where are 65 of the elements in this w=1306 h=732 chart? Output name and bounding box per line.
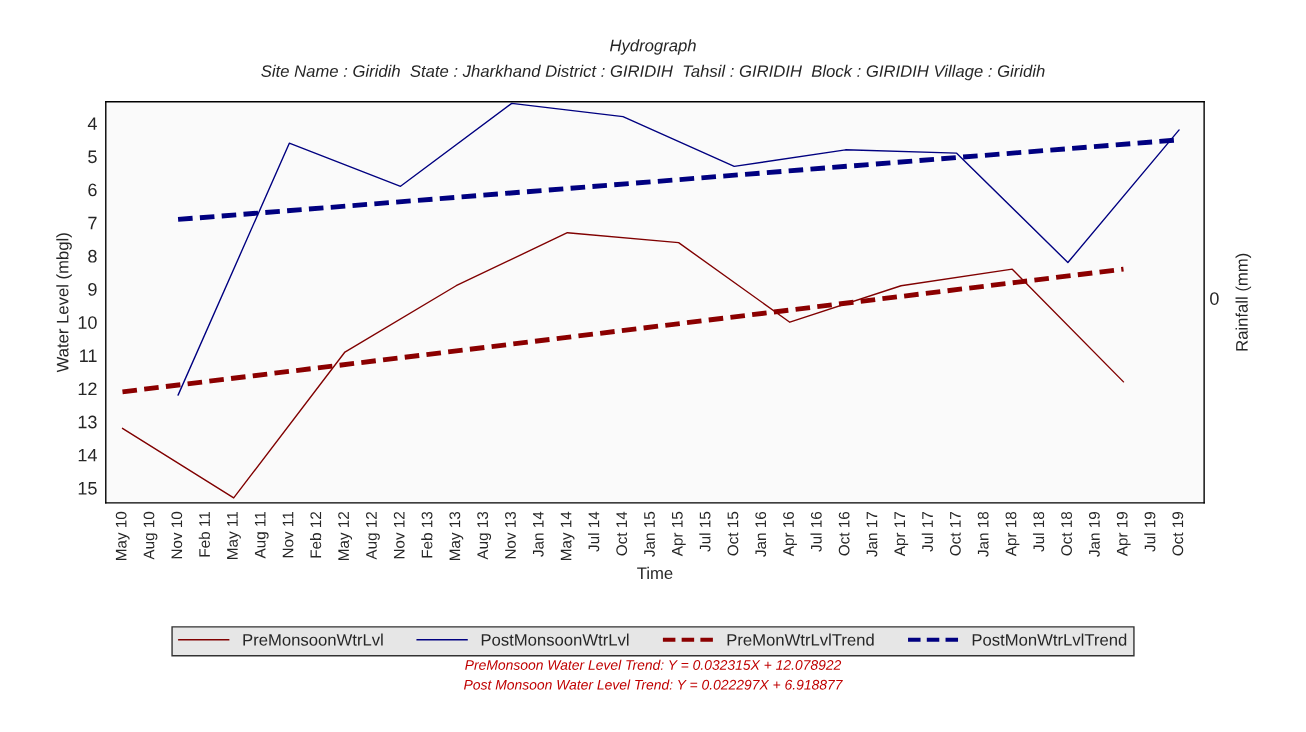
x-tick-label: Aug 10	[143, 511, 158, 560]
x-tick-label: May 12	[338, 511, 353, 561]
y-tick-label: 6	[88, 183, 97, 197]
y-tick-label: 12	[78, 382, 97, 396]
x-tick-label: Jan 14	[533, 511, 544, 557]
y-tick-label: 11	[80, 349, 97, 362]
y-tick-label: 14	[78, 448, 97, 462]
x-tick-label: Jul 19	[1144, 511, 1156, 552]
x-tick-label: May 11	[227, 511, 241, 559]
x-tick-label: May 13	[449, 511, 464, 561]
chart-title: Hydrograph	[609, 39, 696, 55]
text: Post Monsoon Water Level Trend: Y = 0.022297X + 6.918877	[463, 679, 843, 690]
y-tick-label: 13	[78, 415, 97, 429]
x-tick-label: Oct 16	[838, 511, 850, 556]
x-tick-label: Apr 18	[1005, 511, 1020, 557]
x-tick-label: Jan 16	[755, 511, 767, 557]
y-tick-label: 10	[78, 316, 97, 329]
x-tick-label: Nov 11	[282, 511, 294, 558]
x-tick-label: Nov 13	[505, 511, 516, 559]
x-tick-label: Jul 18	[1032, 511, 1045, 552]
x-tick-label: Nov 10	[171, 511, 183, 559]
y-tick-label: 7	[88, 216, 97, 230]
text: 0	[1210, 292, 1219, 305]
x-tick-label: Feb 12	[309, 511, 322, 558]
x-tick-label: Oct 14	[616, 511, 628, 556]
x-tick-label: Aug 13	[477, 511, 492, 560]
x-tick-label: Jan 19	[1088, 511, 1100, 557]
x-tick-label: Jul 16	[810, 511, 822, 552]
x-tick-label: Apr 16	[783, 511, 797, 557]
chart-subtitle: Site Name : Giridih State : Jharkhand District : GIRIDIH Tahsil : GIRIDIH Block : GIRIDIH Village : Giridih	[261, 64, 1045, 81]
x-tick-label: Apr 19	[1116, 511, 1131, 557]
y-tick-label: 9	[88, 282, 97, 296]
x-tick-label: Oct 19	[1172, 511, 1184, 556]
x-tick-label: Jan 15	[644, 511, 655, 557]
line-series	[121, 232, 1125, 499]
x-tick-label: Jul 17	[921, 511, 933, 552]
text: PreMonsoon Water Level Trend: Y = 0.032315X + 12.078922	[465, 659, 842, 670]
y2-axis-title: Rainfall (mm)	[1235, 253, 1252, 351]
y-tick-label: 4	[87, 117, 97, 130]
x-tick-label: Nov 12	[393, 511, 405, 559]
y-axis-title: Water Level (mbgl)	[56, 233, 72, 373]
y-tick-label: 8	[88, 249, 97, 263]
x-tick-label: Jan 18	[977, 511, 989, 557]
x-tick-label: Aug 12	[366, 511, 380, 560]
x-tick-label: Oct 17	[949, 511, 961, 556]
legend-label: PostMonWtrLvlTrend	[972, 633, 1127, 646]
x-tick-label: May 14	[560, 511, 575, 561]
legend-label: PreMonWtrLvlTrend	[727, 633, 874, 646]
x-tick-label: Jan 17	[866, 511, 878, 557]
x-tick-label: May 10	[115, 511, 130, 561]
line-series	[177, 102, 1180, 396]
x-tick-label: Apr 15	[672, 511, 686, 557]
x-tick-label: Oct 18	[1061, 511, 1072, 556]
legend-label: PostMonsoonWtrLvl	[481, 633, 629, 646]
y-tick-label: 5	[88, 150, 97, 164]
x-tick-label: Oct 15	[727, 511, 739, 556]
x-tick-label: Jul 15	[699, 511, 711, 552]
x-tick-label: Jul 14	[588, 511, 600, 552]
x-tick-label: Feb 13	[421, 511, 433, 558]
x-tick-label: Aug 11	[254, 511, 269, 559]
x-tick-label: Feb 11	[198, 511, 210, 557]
x-tick-label: Apr 17	[894, 511, 909, 557]
y-tick-label: 15	[78, 482, 97, 495]
x-axis-title: Time	[637, 566, 673, 580]
legend-label: PreMonsoonWtrLvl	[243, 633, 383, 646]
